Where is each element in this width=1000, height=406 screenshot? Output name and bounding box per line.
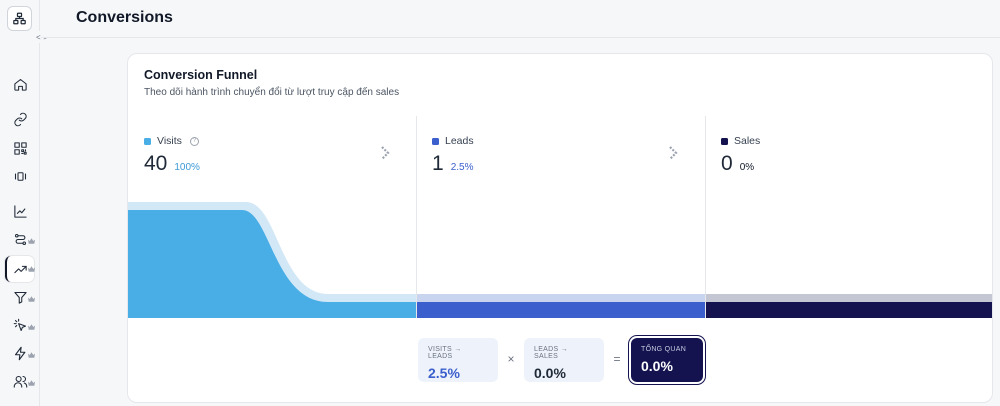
visits-fill — [128, 210, 416, 318]
premium-crown-icon — [28, 289, 35, 302]
stage-label: Sales — [734, 135, 761, 147]
card-subtitle: Theo dõi hành trình chuyển đổi từ lượt t… — [144, 87, 400, 98]
multiply-symbol: × — [507, 352, 515, 366]
chevron-right-icon — [668, 145, 680, 161]
sales-legend-dot — [721, 137, 728, 145]
conversion-summary: VISITS → LEADS 2.5% × LEADS → SALES 0.0%… — [128, 338, 992, 384]
chevron-right-icon — [380, 145, 392, 161]
users-icon[interactable] — [10, 371, 30, 391]
rate-value: 0.0% — [641, 358, 673, 374]
sales-fill — [705, 302, 992, 318]
total-rate: TỔNG QUAN 0.0% — [631, 338, 703, 382]
stage-percent: 100% — [174, 162, 200, 173]
stage-label: Leads — [445, 135, 474, 147]
leads-legend-dot — [432, 137, 439, 145]
visits-leads-rate: VISITS → LEADS 2.5% — [418, 338, 498, 382]
premium-crown-icon — [28, 373, 35, 386]
stage-divider — [705, 116, 706, 318]
leads-halo — [416, 294, 705, 302]
qr-code-icon[interactable] — [10, 138, 30, 158]
nfc-icon[interactable] — [10, 166, 30, 186]
stage-sales: Sales 0 0% — [705, 116, 992, 316]
rate-label: LEADS → SALES — [534, 346, 568, 360]
equals-symbol: = — [613, 352, 621, 366]
premium-crown-icon — [28, 317, 35, 330]
sales-halo — [705, 294, 992, 302]
premium-crown-icon — [28, 231, 35, 244]
page-title: Conversions — [76, 9, 173, 26]
leads-sales-rate: LEADS → SALES 0.0% — [524, 338, 604, 382]
rate-label: VISITS → LEADS — [428, 346, 462, 360]
stage-count: 0 — [721, 152, 733, 175]
stage-leads: Leads 1 2.5% — [416, 116, 705, 316]
visits-legend-dot — [144, 137, 151, 145]
stage-visits: Visits ? 40 100% — [128, 116, 416, 316]
card-title: Conversion Funnel — [144, 68, 258, 82]
stage-label: Visits — [157, 135, 182, 147]
rate-value: 2.5% — [428, 365, 460, 381]
routes-icon[interactable] — [10, 229, 30, 249]
funnel-chart — [128, 202, 992, 318]
bolt-icon[interactable] — [10, 343, 30, 363]
stage-percent: 0% — [739, 162, 755, 173]
filter-icon[interactable] — [10, 287, 30, 307]
stage-count: 1 — [432, 152, 444, 175]
stage-count: 40 — [144, 152, 168, 175]
link-icon[interactable] — [10, 109, 30, 129]
sidebar: <·> — [0, 0, 50, 406]
premium-crown-icon — [28, 259, 35, 272]
analytics-icon[interactable] — [10, 201, 30, 221]
stage-divider — [416, 116, 417, 318]
rate-value: 0.0% — [534, 365, 566, 381]
stage-percent: 2.5% — [450, 162, 474, 173]
help-icon[interactable]: ? — [189, 136, 199, 146]
conversion-funnel-card: Conversion Funnel Theo dõi hành trình ch… — [127, 53, 993, 403]
conversions-icon[interactable] — [10, 259, 30, 279]
home-icon[interactable] — [10, 74, 30, 94]
rate-label: TỔNG QUAN — [641, 346, 687, 353]
leads-fill — [416, 302, 705, 318]
page-header: Conversions — [41, 0, 1000, 38]
premium-crown-icon — [28, 345, 35, 358]
pointer-icon[interactable] — [10, 315, 30, 335]
workspace-icon[interactable] — [7, 6, 32, 31]
